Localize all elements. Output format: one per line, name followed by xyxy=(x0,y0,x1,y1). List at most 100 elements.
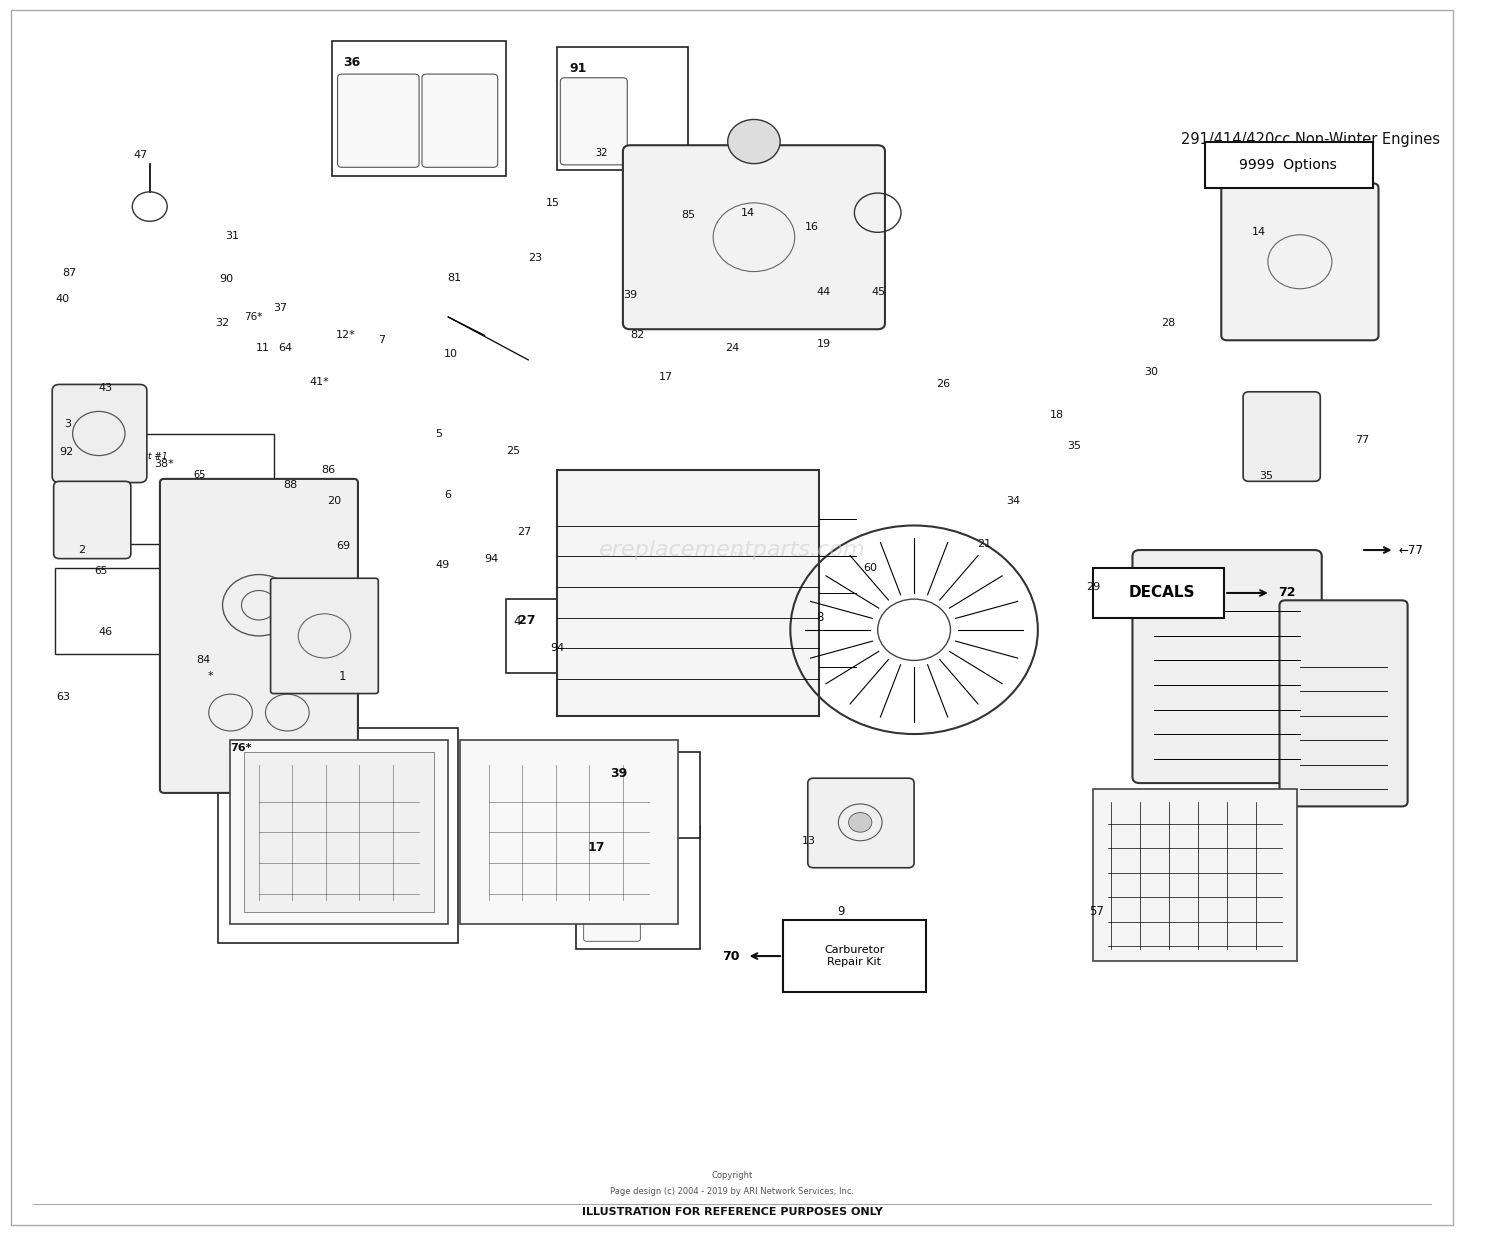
FancyBboxPatch shape xyxy=(1221,183,1379,341)
FancyBboxPatch shape xyxy=(332,41,507,175)
Text: ereplacementparts.com: ereplacementparts.com xyxy=(598,540,865,559)
Text: 1: 1 xyxy=(339,669,346,683)
FancyBboxPatch shape xyxy=(244,752,434,911)
Circle shape xyxy=(849,813,871,832)
Text: 20: 20 xyxy=(327,496,342,506)
Text: 12*: 12* xyxy=(336,331,356,341)
Text: 3: 3 xyxy=(64,419,70,429)
Text: 46: 46 xyxy=(99,627,112,637)
Text: 26: 26 xyxy=(936,379,950,389)
FancyBboxPatch shape xyxy=(622,146,885,330)
Text: 2: 2 xyxy=(78,545,86,555)
Text: 84: 84 xyxy=(196,656,210,666)
Text: 5: 5 xyxy=(435,429,442,438)
Text: 32: 32 xyxy=(216,319,229,329)
Text: 2: 2 xyxy=(135,471,141,480)
Text: 94: 94 xyxy=(550,643,564,653)
Text: 94: 94 xyxy=(484,553,500,563)
Circle shape xyxy=(728,120,780,163)
Text: 64: 64 xyxy=(278,342,292,353)
Text: 69: 69 xyxy=(336,541,350,551)
Text: 34: 34 xyxy=(1007,496,1020,506)
Text: 57: 57 xyxy=(1089,905,1104,919)
FancyBboxPatch shape xyxy=(576,826,700,948)
FancyBboxPatch shape xyxy=(1094,568,1224,618)
Text: 43: 43 xyxy=(99,383,112,393)
FancyBboxPatch shape xyxy=(808,778,913,868)
FancyBboxPatch shape xyxy=(422,74,498,167)
Text: 36: 36 xyxy=(344,56,360,69)
Text: 77: 77 xyxy=(1354,435,1370,445)
Text: 25: 25 xyxy=(507,446,520,456)
FancyBboxPatch shape xyxy=(217,727,459,942)
Text: 16: 16 xyxy=(806,222,819,232)
Text: 41*: 41* xyxy=(310,377,330,387)
FancyBboxPatch shape xyxy=(56,433,273,543)
Text: 17: 17 xyxy=(588,841,606,853)
Text: 82: 82 xyxy=(630,331,645,341)
Text: 13: 13 xyxy=(802,836,816,846)
Text: ILLUSTRATION FOR REFERENCE PURPOSES ONLY: ILLUSTRATION FOR REFERENCE PURPOSES ONLY xyxy=(582,1208,882,1218)
Text: 19: 19 xyxy=(816,338,831,350)
Text: 7: 7 xyxy=(378,335,386,346)
FancyBboxPatch shape xyxy=(56,568,201,655)
Text: 90: 90 xyxy=(219,274,234,284)
Text: 76*: 76* xyxy=(230,742,252,752)
FancyBboxPatch shape xyxy=(1244,391,1320,482)
FancyBboxPatch shape xyxy=(53,384,147,483)
Text: 92: 92 xyxy=(60,447,74,457)
Text: 17: 17 xyxy=(660,372,674,382)
Text: 76*: 76* xyxy=(244,312,262,322)
Text: 44: 44 xyxy=(816,288,831,298)
Text: 15: 15 xyxy=(546,198,560,207)
Text: 18: 18 xyxy=(1050,410,1064,420)
Text: 30: 30 xyxy=(1144,367,1158,377)
FancyBboxPatch shape xyxy=(783,920,926,992)
Text: 32: 32 xyxy=(596,147,608,158)
FancyBboxPatch shape xyxy=(230,740,448,924)
Text: ™: ™ xyxy=(732,550,746,564)
FancyBboxPatch shape xyxy=(1132,550,1322,783)
FancyBboxPatch shape xyxy=(561,78,627,164)
FancyBboxPatch shape xyxy=(584,869,640,941)
Text: 9: 9 xyxy=(837,905,844,919)
Text: 10: 10 xyxy=(444,348,458,358)
FancyBboxPatch shape xyxy=(54,482,130,558)
Text: 39: 39 xyxy=(610,767,627,781)
FancyBboxPatch shape xyxy=(338,74,418,167)
Text: 63: 63 xyxy=(57,693,70,703)
Text: 35: 35 xyxy=(1066,441,1082,451)
Text: 37: 37 xyxy=(273,304,288,314)
FancyBboxPatch shape xyxy=(160,479,358,793)
Text: 72: 72 xyxy=(1278,587,1296,599)
Text: 91: 91 xyxy=(568,62,586,75)
Text: 4: 4 xyxy=(513,615,520,627)
Text: *Included with part #1: *Included with part #1 xyxy=(66,452,168,461)
FancyBboxPatch shape xyxy=(558,471,819,715)
FancyBboxPatch shape xyxy=(460,740,678,924)
FancyBboxPatch shape xyxy=(558,47,688,169)
Text: 65: 65 xyxy=(94,566,108,576)
Text: 11: 11 xyxy=(256,342,270,353)
Text: 27: 27 xyxy=(518,614,536,627)
Text: 24: 24 xyxy=(724,342,740,353)
Text: 38*: 38* xyxy=(154,459,174,469)
FancyBboxPatch shape xyxy=(1206,142,1372,188)
Text: Page design (c) 2004 - 2019 by ARI Network Services, Inc.: Page design (c) 2004 - 2019 by ARI Netwo… xyxy=(610,1187,854,1195)
Text: 39: 39 xyxy=(622,290,638,300)
Text: 38*: 38* xyxy=(76,471,94,480)
Text: 88: 88 xyxy=(284,480,298,490)
Text: 49: 49 xyxy=(435,559,450,569)
FancyBboxPatch shape xyxy=(507,599,602,673)
FancyBboxPatch shape xyxy=(270,578,378,694)
Text: 6: 6 xyxy=(444,490,452,500)
Text: 8: 8 xyxy=(816,611,824,624)
Text: 47: 47 xyxy=(134,149,148,161)
Text: 45: 45 xyxy=(871,288,886,298)
Text: 29: 29 xyxy=(1086,582,1100,592)
Text: Copyright: Copyright xyxy=(711,1171,753,1181)
FancyBboxPatch shape xyxy=(1280,600,1407,806)
Text: 14: 14 xyxy=(1252,227,1266,237)
Text: 35: 35 xyxy=(1258,472,1274,482)
Text: 21: 21 xyxy=(976,538,992,548)
